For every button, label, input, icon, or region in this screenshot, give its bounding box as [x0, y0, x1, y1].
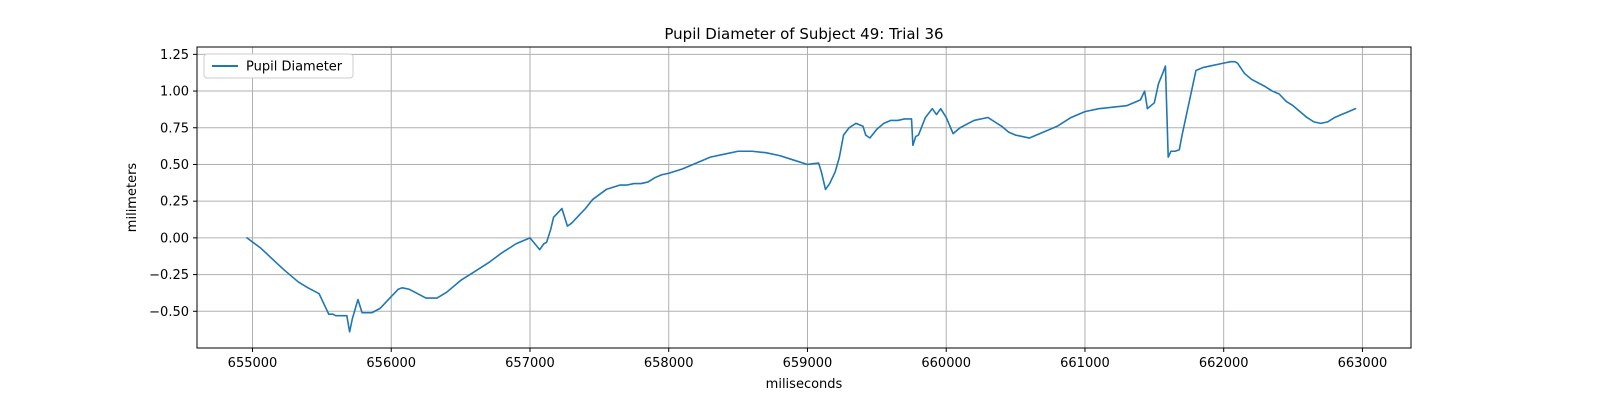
x-tick-label: 655000: [228, 356, 278, 371]
x-tick-label: 658000: [644, 356, 694, 371]
series-layer: [246, 60, 1357, 333]
y-axis-label: milimeters: [125, 163, 140, 233]
y-tick-label: 0.50: [160, 158, 189, 173]
grid-lines: [197, 47, 1411, 348]
y-tick-label: 1.00: [160, 85, 189, 100]
y-tick-label: 0.00: [160, 231, 189, 246]
x-tick-label: 656000: [366, 356, 416, 371]
x-tick-label: 661000: [1060, 356, 1110, 371]
x-axis-ticks: 655000 656000 657000 658000 659000 660000 6610…: [228, 348, 1388, 371]
x-tick-label: 659000: [783, 356, 833, 371]
plot-area-frame: [196, 46, 1412, 349]
chart-title: Pupil Diameter of Subject 49: Trial 36: [664, 25, 943, 43]
y-tick-label: 1.25: [160, 48, 189, 63]
x-tick-label: 657000: [505, 356, 555, 371]
y-tick-label: −0.25: [149, 268, 189, 283]
y-tick-label: 0.25: [160, 195, 189, 210]
series-line-pupil-diameter: [246, 60, 1357, 333]
y-tick-label: 0.75: [160, 121, 189, 136]
y-axis-ticks: −0.50 −0.25 0.00 0.25 0.50 0.75 1.00 1.25: [149, 48, 197, 320]
legend-label-pupil-diameter: Pupil Diameter: [246, 60, 343, 75]
x-tick-label: 660000: [921, 356, 971, 371]
legend-box: [203, 53, 354, 79]
x-axis-label: miliseconds: [766, 377, 843, 392]
x-tick-label: 662000: [1199, 356, 1249, 371]
x-tick-label: 663000: [1338, 356, 1388, 371]
legend: Pupil Diameter: [203, 53, 354, 79]
y-tick-label: −0.50: [149, 305, 189, 320]
